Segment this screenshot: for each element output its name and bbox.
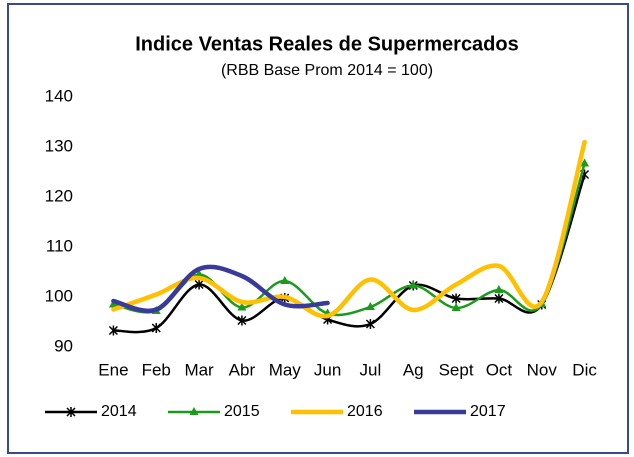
marker <box>280 276 290 284</box>
x-tick-label: Abr <box>229 360 256 379</box>
marker <box>494 293 504 304</box>
legend-label: 2017 <box>470 403 506 420</box>
marker <box>108 325 118 336</box>
x-tick-label: Feb <box>142 360 171 379</box>
series-line <box>111 139 587 319</box>
marker <box>451 293 461 304</box>
marker <box>189 407 199 415</box>
x-tick-label: Oct <box>486 360 513 379</box>
marker <box>66 407 76 417</box>
marker <box>108 299 118 308</box>
marker <box>408 280 418 289</box>
marker <box>494 285 504 293</box>
x-tick-label: Nov <box>527 360 558 379</box>
marker <box>237 302 247 311</box>
x-tick-label: Jul <box>360 360 382 379</box>
x-tick-label: Jun <box>314 360 341 379</box>
chart-title: Indice Ventas Reales de Supermercados <box>135 33 519 55</box>
series-line <box>111 264 330 313</box>
y-tick-label: 100 <box>45 286 73 305</box>
marker <box>365 319 375 329</box>
x-tick-label: May <box>269 360 302 379</box>
series-line <box>112 173 586 334</box>
legend-label: 2016 <box>347 403 383 420</box>
marker <box>365 302 375 310</box>
y-tick-label: 110 <box>46 236 73 255</box>
marker <box>194 279 204 290</box>
x-tick-label: Ag <box>403 360 424 379</box>
chart-subtitle: (RBB Base Prom 2014 = 100) <box>221 62 433 79</box>
y-tick-label: 130 <box>45 136 73 155</box>
y-tick-label: 140 <box>45 86 73 105</box>
marker <box>194 269 204 278</box>
x-tick-label: Mar <box>184 360 214 379</box>
x-tick-label: Ene <box>98 360 128 379</box>
x-tick-label: Sept <box>439 360 474 379</box>
marker <box>151 323 161 333</box>
legend-label: 2015 <box>224 403 260 420</box>
x-tick-label: Dic <box>572 360 597 379</box>
y-tick-label: 90 <box>54 336 73 355</box>
marker <box>580 158 590 167</box>
legend-label: 2014 <box>101 403 137 420</box>
chart-frame <box>7 3 629 454</box>
marker <box>451 303 461 311</box>
marker <box>237 315 247 326</box>
y-tick-label: 120 <box>45 186 73 205</box>
